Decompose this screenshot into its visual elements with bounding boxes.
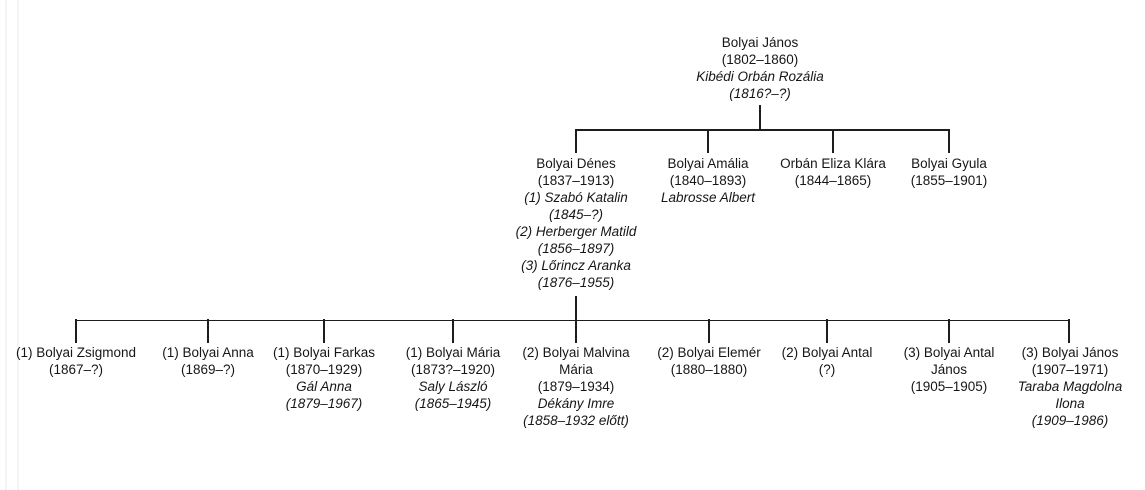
spouse-dates: (1845–?) bbox=[548, 207, 604, 222]
person-name: Bolyai János bbox=[721, 35, 799, 50]
node-bolyai-antal: (2) Bolyai Antal (?) bbox=[782, 344, 873, 378]
person-dates: (1869–?) bbox=[180, 362, 236, 377]
person-dates: (1880–1880) bbox=[670, 362, 748, 377]
node-orban-eliza-klara: Orbán Eliza Klára (1844–1865) bbox=[780, 155, 886, 189]
spouse-dates: (1876–1955) bbox=[537, 275, 615, 290]
person-dates: (1844–1865) bbox=[794, 173, 872, 188]
connector-root-stem bbox=[759, 105, 761, 130]
spouse-name: (3) Lőrincz Aranka bbox=[521, 258, 631, 273]
connector-gen3-drop-3 bbox=[323, 319, 325, 343]
node-bolyai-elemer: (2) Bolyai Elemér (1880–1880) bbox=[657, 344, 761, 378]
person-name: (3) Bolyai János bbox=[1021, 345, 1119, 360]
person-name: Bolyai Gyula bbox=[911, 156, 987, 171]
spouse-name: (1) Szabó Katalin bbox=[524, 190, 628, 205]
connector-gen3-drop-4 bbox=[452, 319, 454, 343]
person-dates: (1879–1934) bbox=[537, 379, 615, 394]
person-name: (3) Bolyai Antal bbox=[903, 345, 995, 360]
node-bolyai-gyula: Bolyai Gyula (1855–1901) bbox=[911, 155, 988, 189]
connector-gen2-drop-3 bbox=[832, 129, 834, 153]
spouse-dates: (1858–1932 előtt) bbox=[523, 413, 629, 428]
spouse-name: Kibédi Orbán Rozália bbox=[696, 69, 824, 84]
spouse-name: Saly László bbox=[418, 379, 488, 394]
connector-gen2-drop-2 bbox=[707, 129, 709, 153]
person-dates: (1870–1929) bbox=[285, 362, 363, 377]
node-bolyai-anna: (1) Bolyai Anna (1869–?) bbox=[162, 344, 254, 378]
person-name: (2) Bolyai Elemér bbox=[657, 345, 761, 360]
spouse-name: Dékány Imre bbox=[537, 396, 615, 411]
scan-artifact-line bbox=[5, 0, 7, 490]
connector-gen2-drop-4 bbox=[948, 129, 950, 153]
spouse-name: Ilona bbox=[1055, 396, 1085, 411]
person-dates: (1840–1893) bbox=[669, 173, 747, 188]
node-bolyai-amalia: Bolyai Amália (1840–1893) Labrosse Alber… bbox=[661, 155, 755, 206]
person-dates: (1802–1860) bbox=[721, 52, 799, 67]
connector-gen3-drop-7 bbox=[826, 319, 828, 343]
person-name: (1) Bolyai Farkas bbox=[272, 345, 376, 360]
spouse-dates: (1879–1967) bbox=[285, 396, 363, 411]
connector-gen2-drop-1 bbox=[575, 129, 577, 153]
person-name: János bbox=[930, 362, 968, 377]
connector-gen3-drop-9 bbox=[1068, 319, 1070, 343]
person-dates: (1905–1905) bbox=[910, 379, 988, 394]
connector-gen3-drop-2 bbox=[207, 319, 209, 343]
connector-gen3-drop-5 bbox=[575, 319, 577, 343]
node-bolyai-farkas: (1) Bolyai Farkas (1870–1929) Gál Anna (… bbox=[273, 344, 375, 412]
spouse-name: Labrosse Albert bbox=[660, 190, 756, 205]
connector-gen3-drop-6 bbox=[708, 319, 710, 343]
node-bolyai-maria: (1) Bolyai Mária (1873?–1920) Saly Lászl… bbox=[406, 344, 501, 412]
spouse-dates: (1865–1945) bbox=[414, 396, 492, 411]
node-bolyai-denes: Bolyai Dénes (1837–1913) (1) Szabó Katal… bbox=[516, 155, 637, 291]
spouse-dates: (1856–1897) bbox=[537, 241, 615, 256]
person-name: (1) Bolyai Mária bbox=[405, 345, 501, 360]
node-bolyai-antal-janos: (3) Bolyai Antal János (1905–1905) bbox=[904, 344, 995, 395]
spouse-name: (2) Herberger Matild bbox=[515, 224, 637, 239]
node-bolyai-zsigmond: (1) Bolyai Zsigmond (1867–?) bbox=[16, 344, 136, 378]
person-name: Bolyai Amália bbox=[667, 156, 749, 171]
spouse-dates: (1816?–?) bbox=[729, 86, 791, 101]
scan-artifact-line bbox=[17, 0, 19, 490]
person-name: (2) Bolyai Antal bbox=[781, 345, 873, 360]
person-dates: (?) bbox=[818, 362, 836, 377]
connector-denes-stem bbox=[575, 296, 577, 321]
person-name: (2) Bolyai Malvina bbox=[522, 345, 630, 360]
connector-gen3-rail bbox=[76, 319, 1070, 322]
person-dates: (1907–1971) bbox=[1031, 362, 1109, 377]
node-bolyai-malvina-maria: (2) Bolyai Malvina Mária (1879–1934) Dék… bbox=[522, 344, 629, 429]
person-name: (1) Bolyai Anna bbox=[162, 345, 254, 360]
person-name: Bolyai Dénes bbox=[536, 156, 616, 171]
connector-gen3-drop-8 bbox=[948, 319, 950, 343]
person-name: Orbán Eliza Klára bbox=[780, 156, 886, 171]
person-dates: (1837–1913) bbox=[537, 173, 615, 188]
connector-gen2-rail bbox=[576, 129, 950, 131]
person-dates: (1873?–1920) bbox=[410, 362, 496, 377]
node-bolyai-janos-sr: Bolyai János (1802–1860) Kibédi Orbán Ro… bbox=[696, 34, 824, 102]
person-dates: (1867–?) bbox=[48, 362, 104, 377]
spouse-name: Gál Anna bbox=[296, 379, 352, 394]
spouse-dates: (1909–1986) bbox=[1031, 413, 1109, 428]
person-name: (1) Bolyai Zsigmond bbox=[15, 345, 137, 360]
node-bolyai-janos-jr: (3) Bolyai János (1907–1971) Taraba Magd… bbox=[1018, 344, 1123, 429]
spouse-name: Taraba Magdolna bbox=[1017, 379, 1123, 394]
person-name: Mária bbox=[559, 362, 593, 377]
person-dates: (1855–1901) bbox=[910, 173, 988, 188]
connector-gen3-drop-1 bbox=[75, 319, 77, 343]
